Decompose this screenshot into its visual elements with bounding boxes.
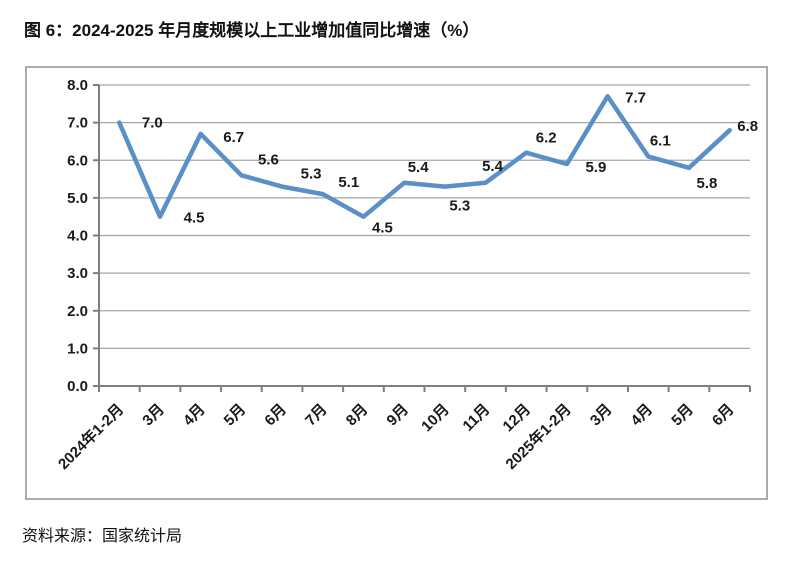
data-label: 5.3 bbox=[301, 166, 322, 183]
data-label: 6.7 bbox=[223, 129, 244, 146]
data-label: 7.7 bbox=[625, 89, 646, 106]
y-tick-label: 8.0 bbox=[67, 77, 88, 94]
x-tick-label: 4月 bbox=[180, 401, 209, 430]
y-tick-label: 4.0 bbox=[67, 228, 88, 245]
y-tick-label: 0.0 bbox=[67, 378, 88, 395]
x-tick-label: 3月 bbox=[587, 401, 616, 430]
data-label: 5.8 bbox=[697, 175, 718, 192]
x-tick-label: 8月 bbox=[343, 401, 372, 430]
x-tick-label: 11月 bbox=[460, 401, 494, 435]
x-tick-label: 10月 bbox=[418, 401, 452, 435]
data-label: 6.2 bbox=[536, 130, 557, 147]
x-tick-label: 3月 bbox=[139, 401, 168, 430]
data-label: 5.3 bbox=[449, 198, 470, 215]
line-chart: 0.0 1.0 2.0 3.0 4.0 5.0 6.0 7.0 8.0 2024年1-2月 3月 4月… bbox=[54, 77, 758, 473]
y-tick-label: 7.0 bbox=[67, 115, 88, 132]
source-note: 资料来源：国家统计局 bbox=[22, 528, 183, 545]
x-tick-label: 12月 bbox=[500, 401, 534, 435]
data-label: 5.4 bbox=[482, 158, 504, 175]
x-tick-label: 4月 bbox=[628, 401, 657, 430]
x-tick-label: 2024年1-2月 bbox=[54, 400, 127, 473]
x-tick-label: 9月 bbox=[383, 401, 412, 430]
data-label: 6.8 bbox=[737, 118, 758, 135]
figure-title: 图 6：2024-2025 年月度规模以上工业增加值同比增速（%） bbox=[24, 21, 480, 40]
y-tick-label: 5.0 bbox=[67, 190, 88, 207]
y-tick-label: 1.0 bbox=[67, 340, 88, 357]
data-label: 5.6 bbox=[258, 151, 279, 168]
x-tick-label: 5月 bbox=[668, 401, 697, 430]
x-tick-label: 6月 bbox=[261, 401, 290, 430]
x-tick-label: 6月 bbox=[709, 401, 738, 430]
series-line bbox=[117, 94, 732, 219]
x-tick-label: 5月 bbox=[221, 401, 250, 430]
chart-container: 0.0 1.0 2.0 3.0 4.0 5.0 6.0 7.0 8.0 2024年1-2月 3月 4月… bbox=[25, 66, 768, 500]
data-label: 5.4 bbox=[408, 159, 430, 176]
data-label: 4.5 bbox=[372, 220, 393, 237]
data-label: 5.9 bbox=[585, 159, 606, 176]
data-label: 4.5 bbox=[184, 210, 205, 227]
y-tick-label: 6.0 bbox=[67, 152, 88, 169]
data-label: 6.1 bbox=[650, 132, 671, 149]
data-label: 5.1 bbox=[338, 174, 359, 191]
y-tick-label: 2.0 bbox=[67, 303, 88, 320]
data-label: 7.0 bbox=[142, 115, 163, 132]
x-tick-label: 7月 bbox=[302, 401, 331, 430]
y-tick-label: 3.0 bbox=[67, 265, 88, 282]
